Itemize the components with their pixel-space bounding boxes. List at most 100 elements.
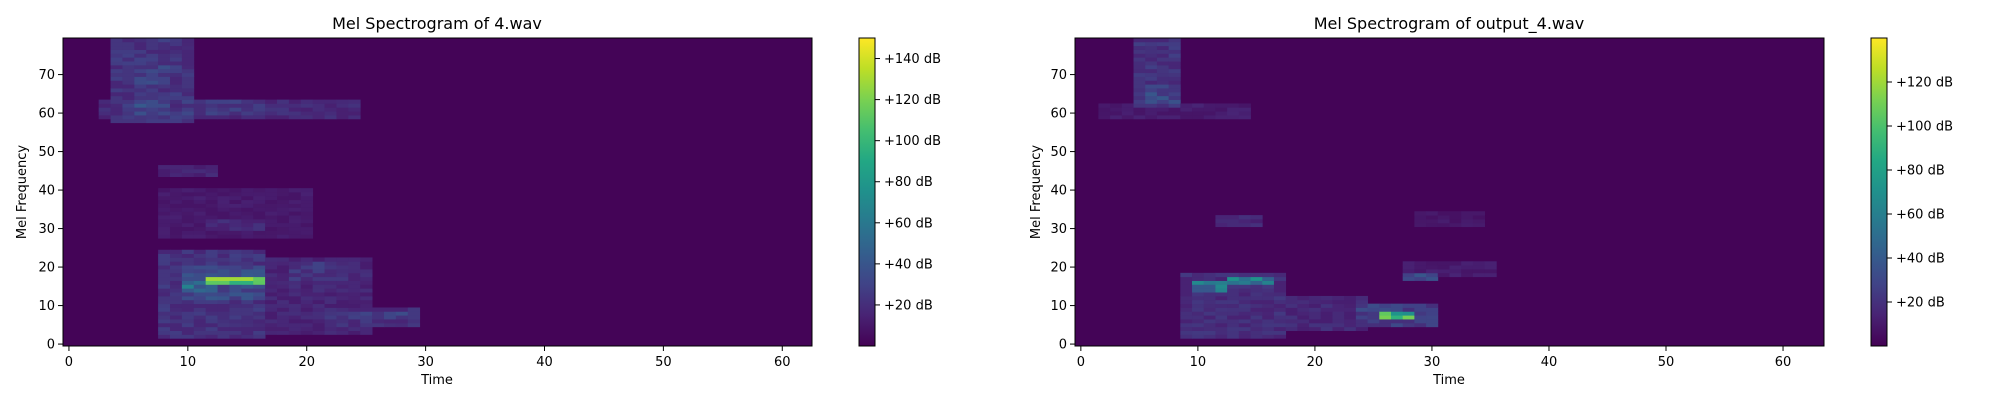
heatmap-cell xyxy=(241,261,254,266)
heatmap-cell xyxy=(312,272,325,278)
chart-title-2: Mel Spectrogram of output_4.wav xyxy=(1314,14,1585,34)
heatmap-cell xyxy=(1180,288,1193,293)
heatmap-cell xyxy=(1168,76,1181,81)
heatmap-cell xyxy=(1180,115,1193,120)
heatmap-cell xyxy=(1180,280,1193,285)
heatmap-cell xyxy=(1203,319,1216,324)
heatmap-cell xyxy=(110,72,123,77)
heatmap-cell xyxy=(217,288,230,293)
colorbar-tick-label: +40 dB xyxy=(884,257,933,272)
heatmap-cell xyxy=(193,269,207,274)
heatmap-cell xyxy=(205,168,218,174)
heatmap-cell xyxy=(324,330,337,335)
heatmap-cell xyxy=(1145,91,1158,97)
heatmap-cell xyxy=(1238,115,1251,120)
heatmap-cell xyxy=(1273,295,1287,301)
heatmap-cell xyxy=(170,95,183,100)
heatmap-cell xyxy=(98,115,111,120)
heatmap-cell xyxy=(277,192,290,197)
heatmap-cell xyxy=(205,211,218,216)
heatmap-cell xyxy=(217,326,230,331)
heatmap-cell xyxy=(253,303,266,308)
heatmap-cell xyxy=(1133,41,1146,47)
heatmap-cell xyxy=(265,103,278,108)
heatmap-cell xyxy=(1145,103,1158,108)
heatmap-cell xyxy=(170,192,183,197)
heatmap-cell xyxy=(265,230,278,235)
plot-frame-2 xyxy=(1074,37,1825,347)
heatmap-cell xyxy=(1133,45,1146,50)
heatmap-cell xyxy=(312,280,325,285)
heatmap-cell xyxy=(253,319,266,324)
heatmap-cell xyxy=(1227,326,1240,331)
heatmap-cell xyxy=(170,107,183,112)
heatmap-cell xyxy=(277,307,290,312)
heatmap-cell xyxy=(158,84,171,89)
heatmap-cell xyxy=(158,288,171,293)
heatmap-cell xyxy=(336,261,349,266)
heatmap-cell xyxy=(348,307,361,312)
heatmap-cell xyxy=(205,199,218,204)
heatmap-cell xyxy=(241,253,254,258)
heatmap-cell xyxy=(193,188,207,193)
heatmap-cell xyxy=(1238,295,1251,301)
heatmap-cell xyxy=(288,319,302,324)
colorbar-bar xyxy=(1870,37,1888,347)
heatmap-cell xyxy=(229,284,242,289)
heatmap-cell xyxy=(1180,307,1193,312)
heatmap-cell xyxy=(158,118,171,124)
heatmap-cell xyxy=(205,218,218,224)
heatmap-cell xyxy=(1355,295,1368,301)
heatmap-cell xyxy=(1262,319,1275,324)
heatmap-cell xyxy=(1332,319,1345,324)
heatmap-cell xyxy=(1355,311,1368,316)
heatmap-cell xyxy=(288,203,302,208)
heatmap-cell xyxy=(241,330,254,335)
heatmap-cell xyxy=(360,326,373,331)
heatmap-cell xyxy=(170,68,183,74)
heatmap-cell xyxy=(253,322,266,328)
heatmap-cell xyxy=(1133,91,1146,97)
heatmap-cell xyxy=(205,284,218,289)
heatmap-cell xyxy=(1449,261,1462,266)
heatmap-cell xyxy=(348,99,361,104)
heatmap-cell xyxy=(324,280,337,285)
heatmap-cell xyxy=(407,307,421,312)
heatmap-cell xyxy=(1203,115,1216,120)
heatmap-cell xyxy=(1180,334,1193,339)
heatmap-cell xyxy=(146,118,159,124)
heatmap-cell xyxy=(407,319,421,324)
heatmap-cell xyxy=(253,261,266,266)
heatmap-cell xyxy=(158,215,171,220)
heatmap-cell xyxy=(1320,299,1333,305)
heatmap-cell xyxy=(170,330,183,335)
heatmap-cell xyxy=(1145,53,1158,58)
heatmap-cell xyxy=(110,103,123,108)
heatmap-cell xyxy=(158,107,171,112)
heatmap-cell xyxy=(193,218,207,224)
heatmap-cell xyxy=(253,215,266,220)
heatmap-cell xyxy=(1309,303,1322,308)
heatmap-cell xyxy=(324,292,337,297)
heatmap-cell xyxy=(170,199,183,204)
heatmap-cell xyxy=(122,103,135,108)
heatmap-cell xyxy=(253,207,266,212)
heatmap-cell xyxy=(158,276,171,281)
y-tick-label: 30 xyxy=(1050,222,1067,237)
heatmap-cell xyxy=(1192,288,1205,293)
heatmap-cell xyxy=(158,234,171,239)
x-tick-label: 20 xyxy=(1307,355,1324,370)
heatmap-cell xyxy=(158,249,171,254)
heatmap-cell xyxy=(158,188,171,193)
heatmap-cell xyxy=(181,111,195,116)
heatmap-cell xyxy=(1449,222,1462,228)
heatmap-cell xyxy=(1402,269,1415,274)
heatmap-cell xyxy=(336,280,349,285)
heatmap-cell xyxy=(205,265,218,270)
heatmap-cell xyxy=(1203,272,1216,278)
heatmap-cell xyxy=(1098,103,1111,108)
heatmap-cell xyxy=(134,111,147,116)
heatmap-cell xyxy=(1297,319,1310,324)
heatmap-cell xyxy=(1367,303,1380,308)
heatmap-cell xyxy=(1472,211,1486,216)
